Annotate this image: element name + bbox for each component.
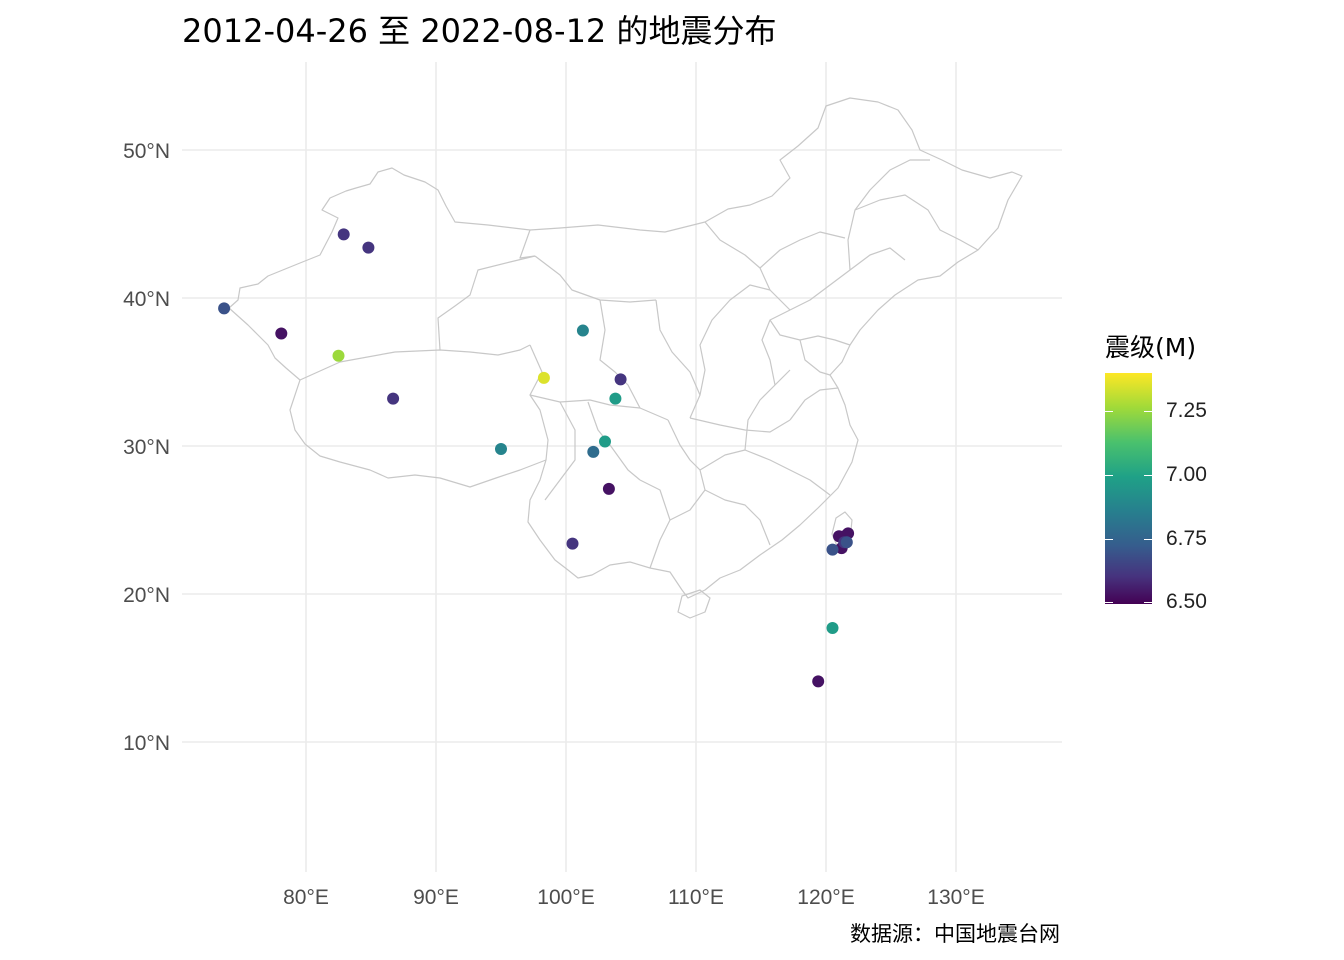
earthquake-points: [218, 228, 855, 688]
earthquake-point: [362, 241, 375, 254]
y-axis-labels: 10°N 20°N 30°N 40°N 50°N: [123, 140, 170, 755]
chart-title: 2012-04-26 至 2022-08-12 的地震分布: [182, 12, 777, 50]
legend-tick: [1144, 602, 1152, 603]
earthquake-point: [537, 371, 550, 384]
earthquake-point: [566, 537, 579, 550]
legend-label: 6.75: [1166, 527, 1207, 550]
legend-tick: [1105, 411, 1113, 412]
x-tick-label: 120°E: [797, 886, 854, 909]
earthquake-point: [332, 349, 345, 362]
legend-label: 7.25: [1166, 399, 1207, 422]
legend-title: 震级(M): [1105, 333, 1197, 362]
graticule: [182, 62, 1062, 872]
legend-tick: [1144, 475, 1152, 476]
earthquake-point: [840, 536, 853, 549]
data-source-caption: 数据源：中国地震台网: [850, 922, 1060, 946]
earthquake-point: [826, 622, 839, 635]
hainan-island: [677, 589, 711, 619]
legend-tick: [1105, 539, 1113, 540]
legend-tick: [1144, 411, 1152, 412]
china-boundary-map: [228, 97, 1023, 619]
earthquake-point: [495, 442, 507, 455]
earthquake-point: [609, 392, 622, 405]
x-tick-label: 100°E: [537, 886, 594, 909]
earthquake-point: [599, 435, 611, 448]
legend-label: 7.00: [1166, 463, 1207, 486]
country-outline: [228, 97, 1023, 599]
earthquake-point: [275, 327, 288, 340]
earthquake-point: [576, 324, 589, 337]
x-tick-label: 110°E: [668, 886, 724, 909]
earthquake-point: [602, 482, 615, 495]
y-tick-label: 40°N: [123, 288, 170, 311]
y-tick-label: 50°N: [123, 140, 170, 163]
legend-label: 6.50: [1166, 590, 1207, 613]
earthquake-point: [812, 675, 825, 688]
legend-tick: [1105, 475, 1113, 476]
y-tick-label: 10°N: [123, 732, 170, 755]
y-tick-label: 30°N: [123, 436, 170, 459]
x-axis-labels: 80°E 90°E 100°E 110°E 120°E 130°E: [283, 886, 985, 909]
legend-tick: [1144, 539, 1152, 540]
y-tick-label: 20°N: [123, 584, 170, 607]
x-tick-label: 80°E: [283, 886, 329, 909]
x-tick-label: 90°E: [413, 886, 459, 909]
earthquake-point: [337, 228, 350, 241]
x-tick-label: 130°E: [927, 886, 984, 909]
legend-tick: [1105, 602, 1113, 603]
earthquake-point: [387, 392, 400, 405]
earthquake-point: [614, 373, 627, 386]
legend-color-bar: [1105, 373, 1152, 604]
earthquake-point: [826, 543, 839, 556]
earthquake-point: [587, 445, 600, 458]
earthquake-point: [218, 302, 231, 315]
